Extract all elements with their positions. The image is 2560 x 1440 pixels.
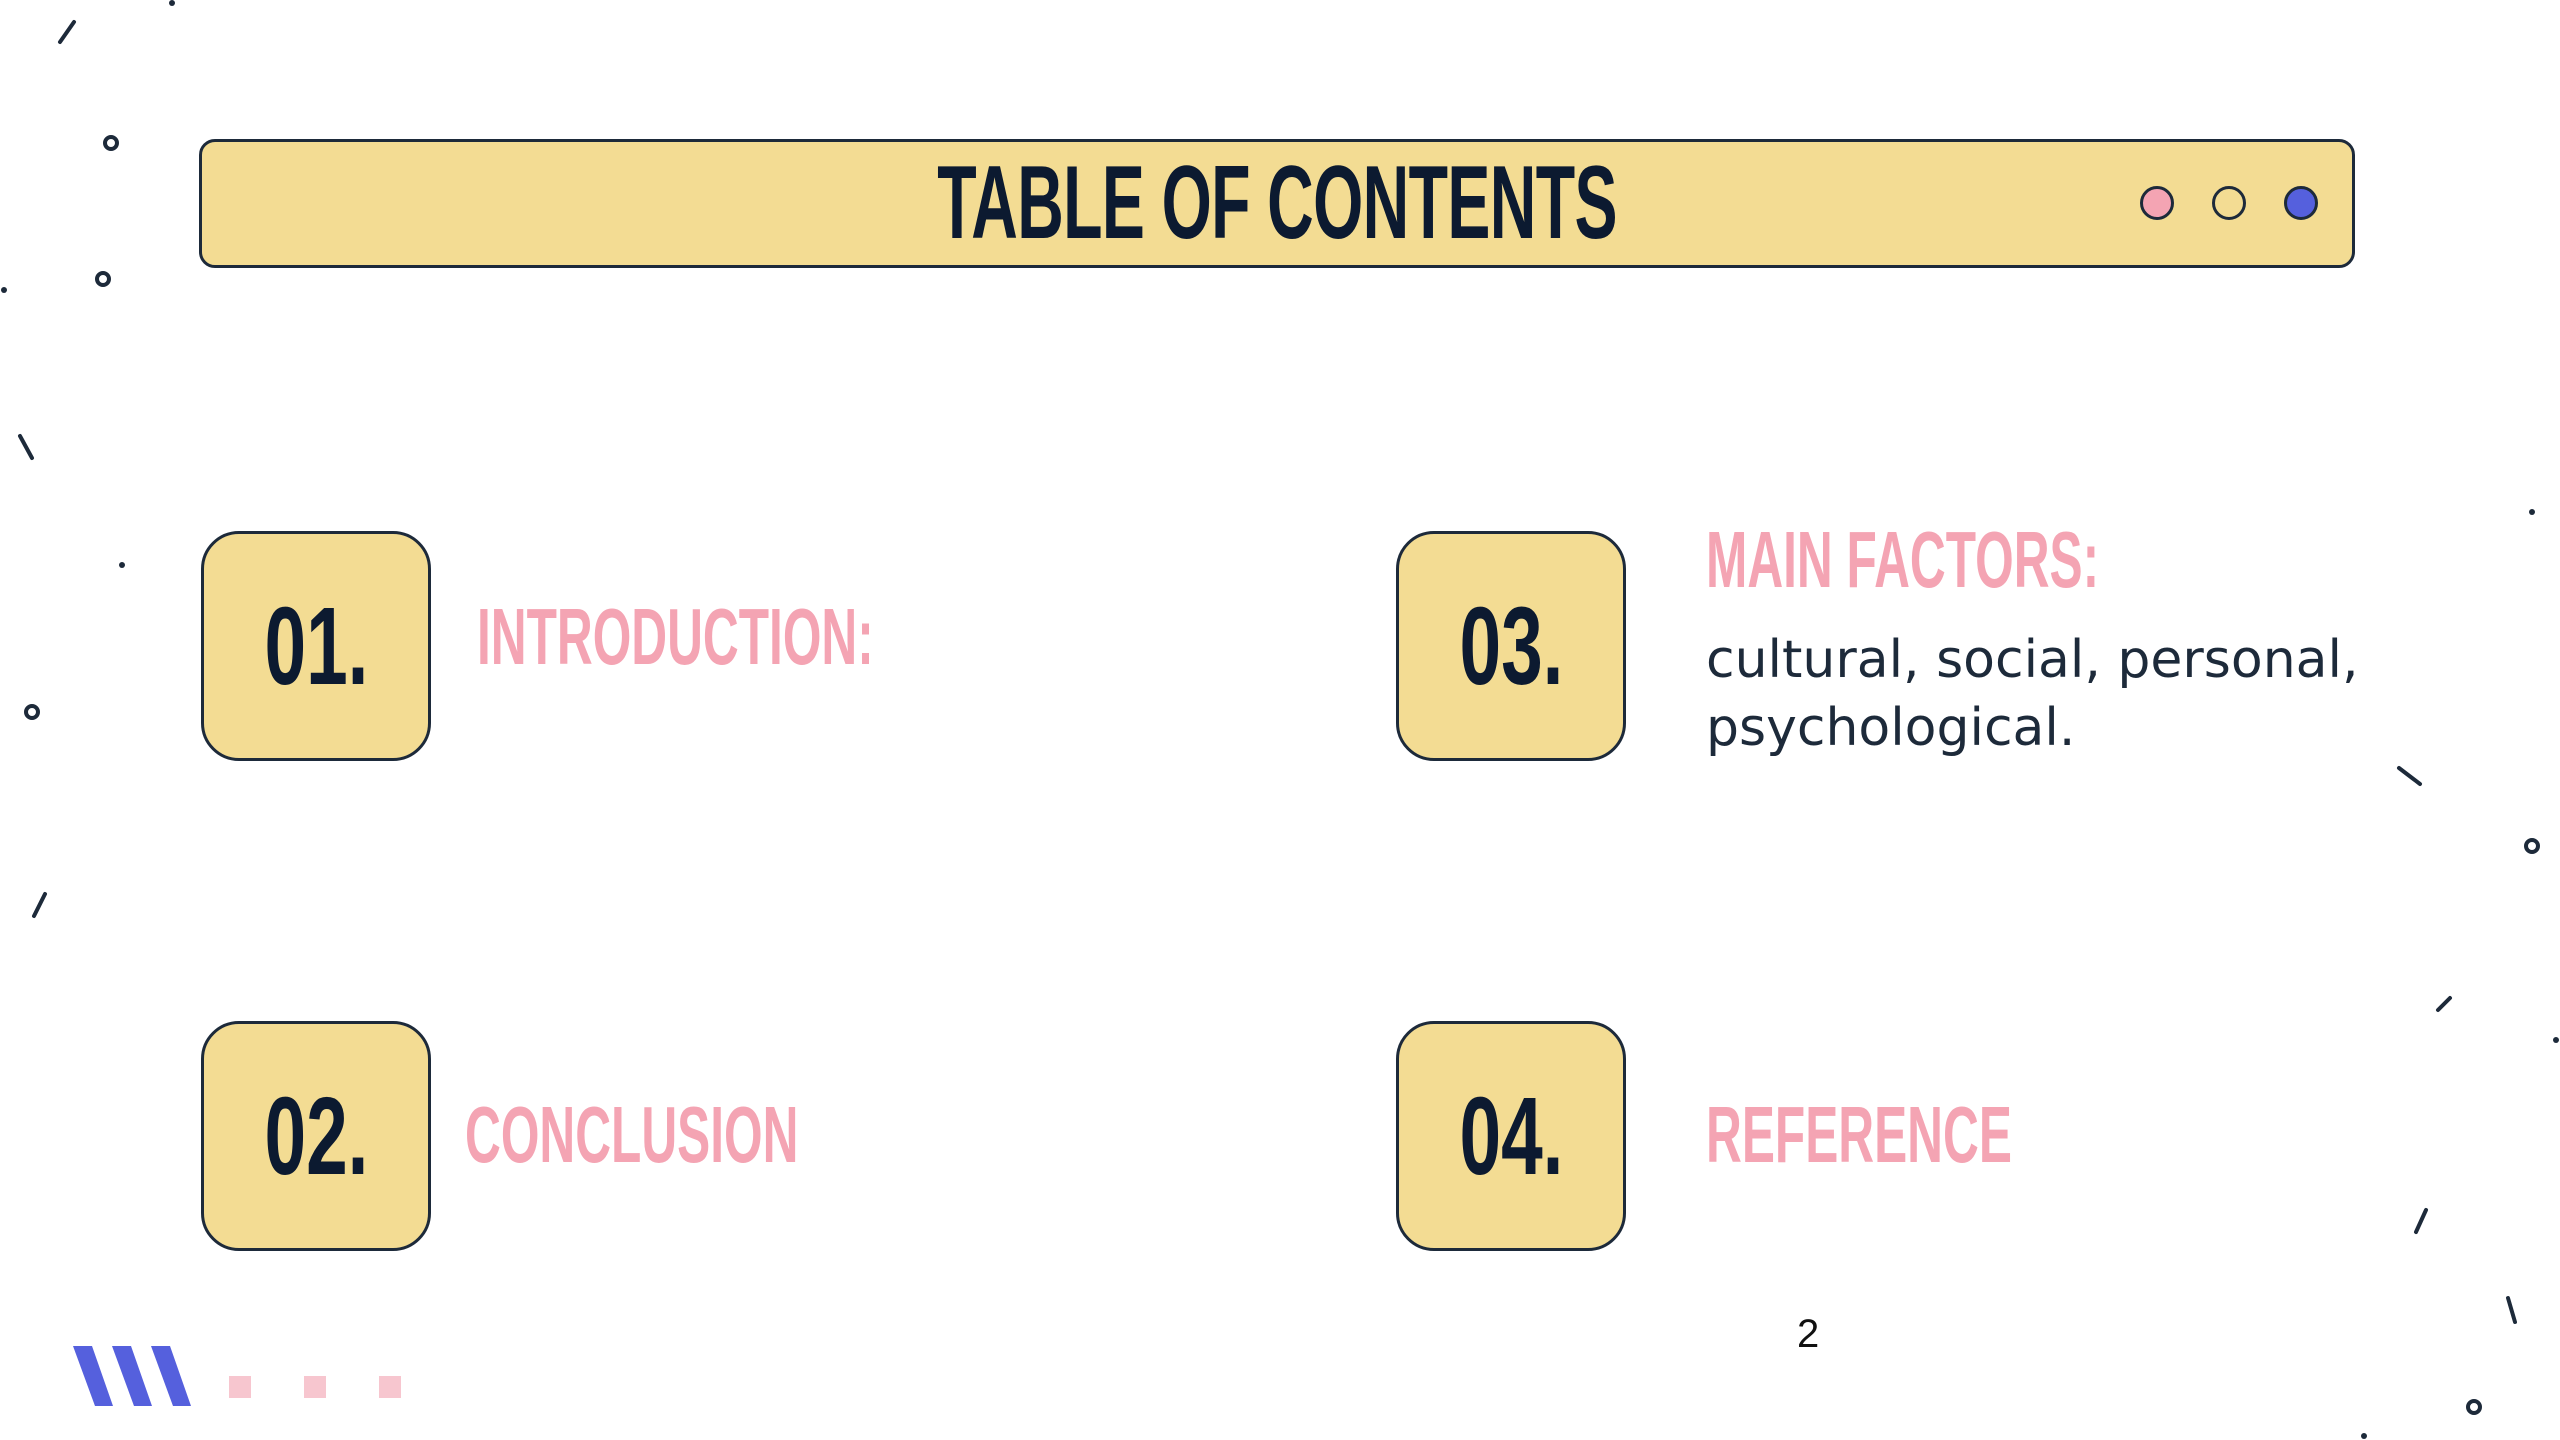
pink-square: [304, 1376, 326, 1398]
confetti-dot: [2529, 509, 2535, 515]
blue-stripe: [73, 1346, 113, 1406]
section-number: 01.: [263, 584, 368, 708]
confetti-line: [2506, 1296, 2517, 1324]
section-number: 02.: [263, 1074, 368, 1198]
section-number-box: 03.: [1396, 531, 1626, 761]
section-number: 04.: [1458, 1074, 1563, 1198]
confetti-dot: [2361, 1433, 2367, 1439]
section-number-box: 04.: [1396, 1021, 1626, 1251]
pink-square: [229, 1376, 251, 1398]
section-title-main-factors: MAIN FACTORS:: [1706, 515, 2100, 604]
confetti-line: [2414, 1208, 2428, 1234]
pink-square: [379, 1376, 401, 1398]
pink-dot-icon: [2140, 186, 2174, 220]
section-description: cultural, social, personal, psychologica…: [1706, 630, 2359, 758]
confetti-line: [2436, 996, 2452, 1012]
page-number: 2: [1797, 1312, 1820, 1356]
confetti-circle: [2466, 1399, 2482, 1415]
title-bar: TABLE OF CONTENTS: [199, 139, 2355, 268]
confetti-line: [32, 892, 47, 918]
blue-stripe: [151, 1346, 191, 1406]
confetti-dot: [1, 287, 7, 293]
section-title-introduction: INTRODUCTION:: [477, 592, 874, 681]
confetti-line: [18, 434, 34, 460]
section-title-reference: REFERENCE: [1706, 1090, 2012, 1179]
confetti-line: [58, 20, 76, 44]
confetti-circle: [95, 271, 111, 287]
confetti-dot: [119, 562, 125, 568]
yellow-dot-icon: [2212, 186, 2246, 220]
page-title: TABLE OF CONTENTS: [937, 145, 1617, 261]
blue-dot-icon: [2284, 186, 2318, 220]
section-title-conclusion: CONCLUSION: [465, 1090, 799, 1179]
confetti-circle: [103, 135, 119, 151]
section-number-box: 01.: [201, 531, 431, 761]
section-number-box: 02.: [201, 1021, 431, 1251]
confetti-circle: [2524, 838, 2540, 854]
confetti-dot: [169, 0, 175, 6]
blue-stripe: [112, 1346, 152, 1406]
section-number: 03.: [1458, 584, 1563, 708]
confetti-line: [2397, 766, 2422, 786]
confetti-dot: [2553, 1037, 2559, 1043]
confetti-circle: [24, 704, 40, 720]
